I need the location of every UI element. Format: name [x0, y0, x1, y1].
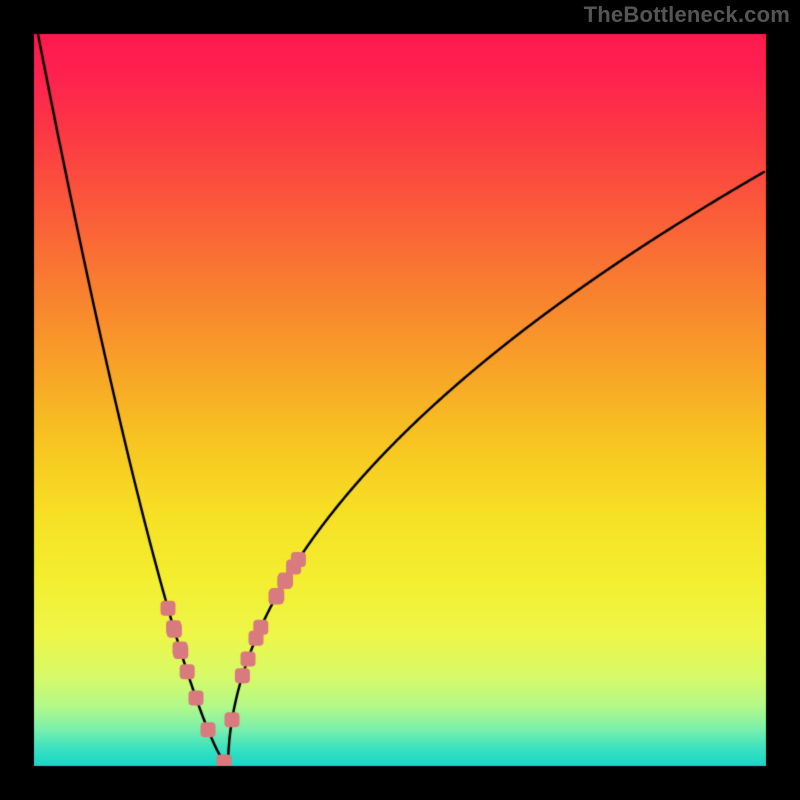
chart-stage: TheBottleneck.com — [0, 0, 800, 800]
watermark-text: TheBottleneck.com — [584, 2, 790, 28]
bottleneck-curve-chart — [0, 0, 800, 800]
